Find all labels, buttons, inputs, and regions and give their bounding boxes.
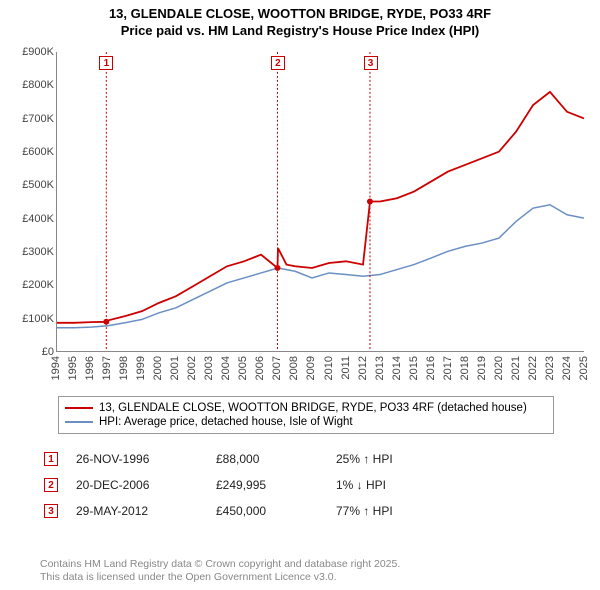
legend-swatch-hpi [65, 421, 93, 423]
y-tick-label: £800K [22, 79, 54, 91]
marker-dot [103, 319, 109, 325]
x-tick-label: 2010 [323, 356, 335, 380]
x-tick-label: 2024 [561, 356, 573, 380]
x-tick-label: 2006 [254, 356, 266, 380]
chart-svg [57, 52, 584, 351]
legend-label-price: 13, GLENDALE CLOSE, WOOTTON BRIDGE, RYDE… [99, 402, 527, 414]
footer-line-1: Contains HM Land Registry data © Crown c… [40, 558, 400, 571]
x-tick-label: 2012 [357, 356, 369, 380]
marker-flag: 3 [364, 56, 378, 70]
x-tick-label: 2013 [374, 356, 386, 380]
x-tick-label: 2023 [544, 356, 556, 380]
y-tick-label: £400K [22, 213, 54, 225]
x-tick-label: 2000 [152, 356, 164, 380]
y-tick-label: £700K [22, 113, 54, 125]
legend-label-hpi: HPI: Average price, detached house, Isle… [99, 416, 353, 428]
legend-row-price: 13, GLENDALE CLOSE, WOOTTON BRIDGE, RYDE… [65, 401, 547, 415]
txn-date: 29-MAY-2012 [76, 504, 216, 518]
y-tick-label: £600K [22, 146, 54, 158]
x-tick-label: 2002 [186, 356, 198, 380]
table-row: 1 26-NOV-1996 £88,000 25% ↑ HPI [44, 446, 496, 472]
chart: 123 £0£100K£200K£300K£400K£500K£600K£700… [10, 52, 590, 392]
footer-line-2: This data is licensed under the Open Gov… [40, 571, 400, 584]
x-tick-label: 2025 [578, 356, 590, 380]
transactions-table: 1 26-NOV-1996 £88,000 25% ↑ HPI 2 20-DEC… [44, 446, 496, 524]
y-tick-label: £200K [22, 279, 54, 291]
marker-badge-1: 1 [44, 452, 58, 466]
x-tick-label: 2017 [442, 356, 454, 380]
x-tick-label: 2016 [425, 356, 437, 380]
x-tick-label: 2008 [288, 356, 300, 380]
x-tick-label: 2022 [527, 356, 539, 380]
table-row: 3 29-MAY-2012 £450,000 77% ↑ HPI [44, 498, 496, 524]
title-line-1: 13, GLENDALE CLOSE, WOOTTON BRIDGE, RYDE… [0, 6, 600, 23]
x-tick-label: 2004 [220, 356, 232, 380]
marker-badge-3: 3 [44, 504, 58, 518]
x-tick-label: 2001 [169, 356, 181, 380]
x-tick-label: 2009 [305, 356, 317, 380]
x-tick-label: 1997 [101, 356, 113, 380]
x-tick-label: 2011 [340, 356, 352, 380]
x-tick-label: 2018 [459, 356, 471, 380]
marker-dot [367, 199, 373, 205]
txn-price: £450,000 [216, 504, 336, 518]
legend-swatch-price [65, 407, 93, 409]
x-tick-label: 2014 [391, 356, 403, 380]
y-tick-label: £300K [22, 246, 54, 258]
legend: 13, GLENDALE CLOSE, WOOTTON BRIDGE, RYDE… [58, 396, 554, 434]
x-tick-label: 1996 [84, 356, 96, 380]
x-tick-label: 2007 [271, 356, 283, 380]
title-line-2: Price paid vs. HM Land Registry's House … [0, 23, 600, 40]
marker-badge-2: 2 [44, 478, 58, 492]
x-tick-label: 1998 [118, 356, 130, 380]
x-tick-label: 2020 [493, 356, 505, 380]
x-tick-label: 1995 [67, 356, 79, 380]
y-tick-label: £100K [22, 313, 54, 325]
txn-date: 20-DEC-2006 [76, 478, 216, 492]
y-tick-label: £500K [22, 179, 54, 191]
marker-flag: 1 [99, 56, 113, 70]
footer: Contains HM Land Registry data © Crown c… [40, 558, 400, 584]
x-tick-label: 2003 [203, 356, 215, 380]
x-tick-label: 1999 [135, 356, 147, 380]
series-price_paid [57, 92, 584, 323]
y-tick-label: £900K [22, 46, 54, 58]
x-tick-label: 2015 [408, 356, 420, 380]
txn-date: 26-NOV-1996 [76, 452, 216, 466]
txn-price: £88,000 [216, 452, 336, 466]
txn-price: £249,995 [216, 478, 336, 492]
title-block: 13, GLENDALE CLOSE, WOOTTON BRIDGE, RYDE… [0, 0, 600, 42]
marker-flag: 2 [271, 56, 285, 70]
txn-hpi: 1% ↓ HPI [336, 478, 496, 492]
x-tick-label: 2005 [237, 356, 249, 380]
chart-container: 13, GLENDALE CLOSE, WOOTTON BRIDGE, RYDE… [0, 0, 600, 590]
x-tick-label: 2021 [510, 356, 522, 380]
table-row: 2 20-DEC-2006 £249,995 1% ↓ HPI [44, 472, 496, 498]
marker-dot [274, 265, 280, 271]
plot-area: 1 2 3 [56, 52, 584, 352]
x-tick-label: 2019 [476, 356, 488, 380]
txn-hpi: 77% ↑ HPI [336, 504, 496, 518]
x-tick-label: 1994 [50, 356, 62, 380]
txn-hpi: 25% ↑ HPI [336, 452, 496, 466]
legend-row-hpi: HPI: Average price, detached house, Isle… [65, 415, 547, 429]
